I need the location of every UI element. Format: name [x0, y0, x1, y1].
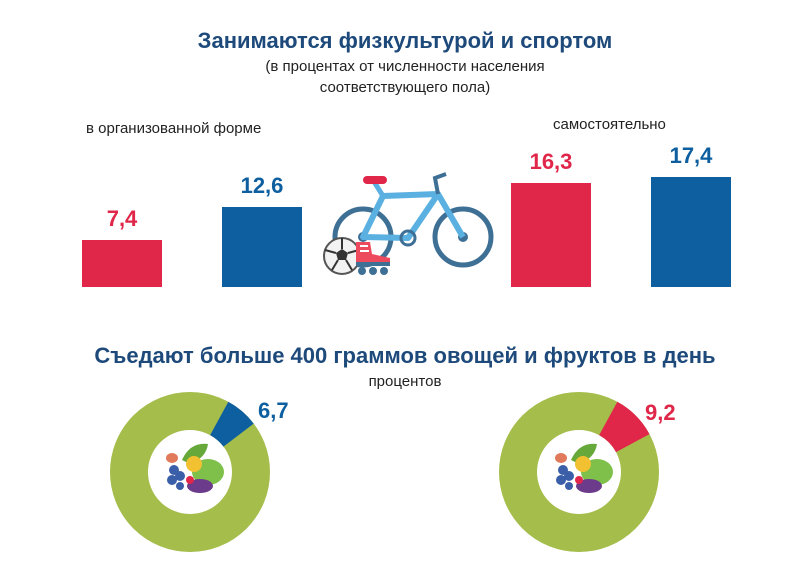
bar-organized-red	[82, 240, 162, 287]
donut-value-label: 9,2	[645, 400, 676, 425]
group-label-organized: в организованной форме	[86, 120, 262, 137]
donut-value-label: 6,7	[258, 398, 289, 423]
roller-skate-icon	[356, 242, 390, 275]
nutrition-title: Съедают больше 400 граммов овощей и фрук…	[94, 343, 716, 368]
donut-chart-left	[110, 392, 270, 552]
group-label-independent: самостоятельно	[553, 116, 666, 133]
sport-title: Занимаются физкультурой и спортом	[197, 28, 613, 53]
bar-organized-blue	[222, 206, 302, 287]
vegetables-icon	[555, 443, 613, 493]
bar-value-label: 17,4	[669, 142, 713, 168]
bar-value-label: 16,3	[529, 149, 573, 175]
sport-subtitle-line2: соответствующего пола)	[319, 79, 491, 96]
donut-chart-right	[499, 392, 659, 552]
bar-independent-red	[511, 183, 591, 287]
bar-value-label: 12,6	[240, 172, 284, 198]
vegetables-icon	[166, 443, 224, 493]
donut-slice	[599, 401, 650, 453]
sport-subtitle-line1: (в процентах от численности населения	[265, 58, 545, 75]
soccer-ball-icon	[323, 237, 361, 275]
bar-value-label: 7,4	[106, 206, 138, 231]
donut-slice	[210, 401, 254, 447]
bar-independent-blue	[651, 176, 731, 287]
nutrition-subtitle: процентов	[368, 373, 442, 390]
